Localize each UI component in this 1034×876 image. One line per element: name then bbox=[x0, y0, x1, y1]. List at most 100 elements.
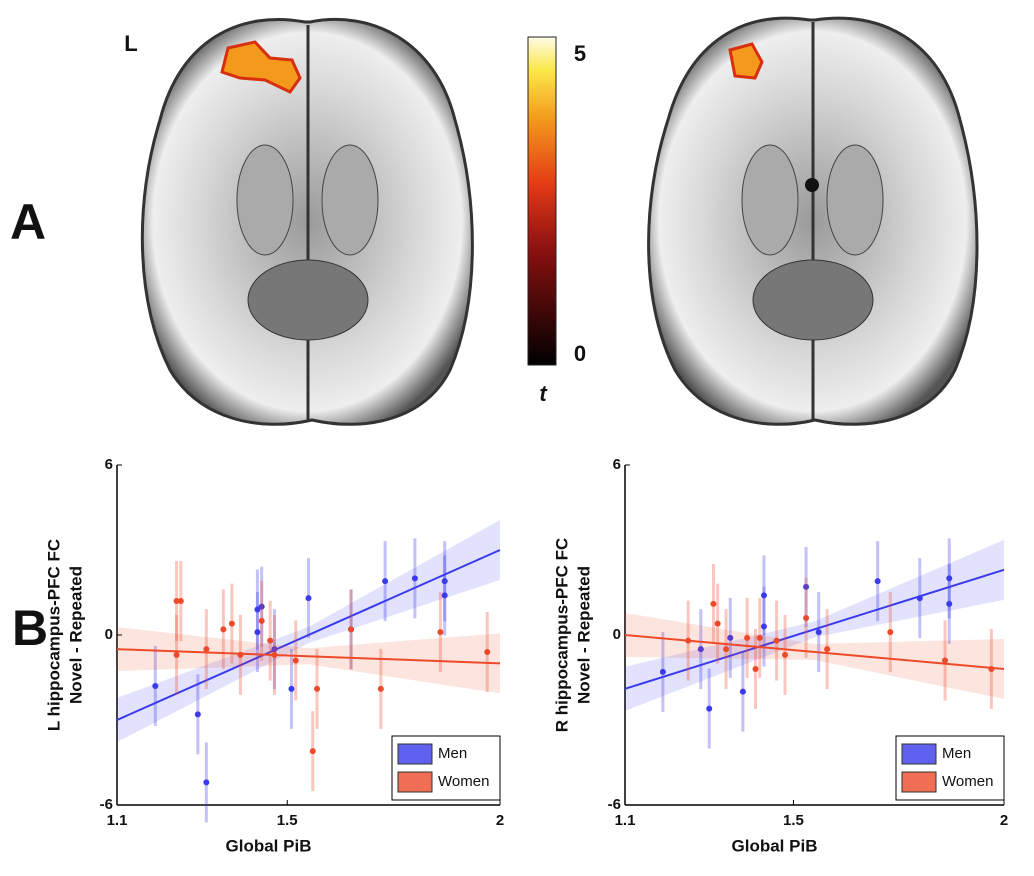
point bbox=[946, 575, 953, 582]
x-tick-label: 1.5 bbox=[277, 812, 298, 829]
colorbar bbox=[527, 36, 557, 366]
point bbox=[739, 688, 746, 695]
point bbox=[946, 600, 953, 607]
legend-label: Women bbox=[438, 773, 489, 790]
point bbox=[288, 685, 295, 692]
legend-swatch bbox=[901, 771, 937, 793]
point bbox=[714, 620, 721, 627]
point bbox=[782, 651, 789, 658]
point bbox=[314, 685, 321, 692]
point bbox=[237, 651, 244, 658]
point bbox=[815, 629, 822, 636]
colorbar-tick-label: 0 bbox=[574, 341, 586, 366]
point bbox=[773, 637, 780, 644]
x-tick-label: 1.1 bbox=[107, 812, 128, 829]
point bbox=[258, 603, 265, 610]
confidence-band bbox=[625, 613, 1004, 699]
point bbox=[874, 578, 881, 585]
y-tick-label: 0 bbox=[105, 626, 113, 643]
point bbox=[706, 705, 713, 712]
point bbox=[305, 595, 312, 602]
point bbox=[220, 626, 227, 633]
point bbox=[309, 748, 316, 755]
point bbox=[803, 615, 810, 621]
y-tick-label: -6 bbox=[100, 796, 113, 813]
legend-swatch bbox=[901, 743, 937, 765]
y-axis-label: Novel - Repeated bbox=[66, 566, 85, 704]
confidence-band bbox=[625, 539, 1004, 711]
point bbox=[292, 657, 299, 664]
legend-label: Men bbox=[438, 745, 467, 762]
y-tick-label: -6 bbox=[608, 796, 621, 813]
point bbox=[173, 598, 180, 604]
point bbox=[254, 629, 261, 636]
fit-line bbox=[116, 648, 501, 665]
x-tick-label: 2 bbox=[496, 812, 504, 829]
point bbox=[752, 666, 759, 672]
point bbox=[760, 623, 767, 630]
point bbox=[194, 711, 201, 718]
point bbox=[723, 646, 730, 653]
point bbox=[271, 651, 278, 658]
point bbox=[988, 666, 995, 672]
legend-label: Men bbox=[942, 745, 971, 762]
point bbox=[760, 592, 767, 599]
fit-line bbox=[116, 549, 501, 721]
legend-swatch bbox=[397, 743, 433, 765]
point bbox=[441, 592, 448, 599]
point bbox=[727, 634, 734, 641]
point bbox=[659, 668, 666, 675]
point bbox=[756, 634, 763, 641]
point bbox=[441, 578, 448, 585]
point bbox=[803, 583, 810, 590]
y-tick-label: 6 bbox=[613, 456, 621, 473]
y-tick-label: 6 bbox=[105, 456, 113, 473]
fit-line bbox=[624, 568, 1005, 690]
point bbox=[411, 575, 418, 582]
chart: -6 0 6 1.1 1.5 2 Global PiB L hippocampus-PFC F… bbox=[44, 456, 504, 856]
point bbox=[916, 595, 923, 602]
brain-slice-left bbox=[140, 17, 474, 426]
point bbox=[228, 620, 235, 627]
point bbox=[437, 629, 444, 636]
legend-label: Women bbox=[942, 773, 993, 790]
point bbox=[258, 617, 265, 624]
x-axis-label: Global PiB bbox=[732, 836, 818, 855]
legend-swatch bbox=[397, 771, 433, 793]
point bbox=[203, 646, 210, 653]
panel-label: A bbox=[10, 194, 46, 250]
x-tick-label: 1.1 bbox=[615, 812, 636, 829]
colorbar-label: t bbox=[539, 381, 548, 406]
point bbox=[271, 646, 278, 653]
colorbar-tick-label: 5 bbox=[574, 41, 586, 66]
point bbox=[377, 685, 384, 692]
point bbox=[177, 598, 184, 604]
confidence-band bbox=[117, 627, 500, 694]
point bbox=[152, 683, 159, 689]
point bbox=[203, 779, 210, 786]
point bbox=[267, 637, 274, 644]
panel-label: B bbox=[12, 600, 48, 656]
hemisphere-label: L bbox=[124, 31, 137, 56]
point bbox=[685, 637, 692, 644]
point bbox=[382, 578, 389, 585]
x-tick-label: 2 bbox=[1000, 812, 1008, 829]
point bbox=[173, 651, 180, 658]
point bbox=[887, 629, 894, 636]
x-tick-label: 1.5 bbox=[783, 812, 804, 829]
point bbox=[697, 646, 704, 653]
point bbox=[484, 649, 491, 655]
point bbox=[710, 600, 717, 607]
point bbox=[254, 606, 261, 613]
point bbox=[824, 646, 831, 653]
y-axis-label: R hippocampus-PFC FC bbox=[552, 538, 571, 733]
brain-slice-right bbox=[647, 16, 979, 426]
point bbox=[942, 657, 949, 664]
x-axis-label: Global PiB bbox=[226, 836, 312, 855]
confidence-band bbox=[117, 520, 500, 742]
point bbox=[744, 634, 751, 641]
chart: -6 0 6 1.1 1.5 2 Global PiB R hippocampus-PFC F… bbox=[552, 456, 1008, 856]
y-axis-label: L hippocampus-PFC FC bbox=[44, 539, 63, 731]
point bbox=[348, 626, 355, 633]
